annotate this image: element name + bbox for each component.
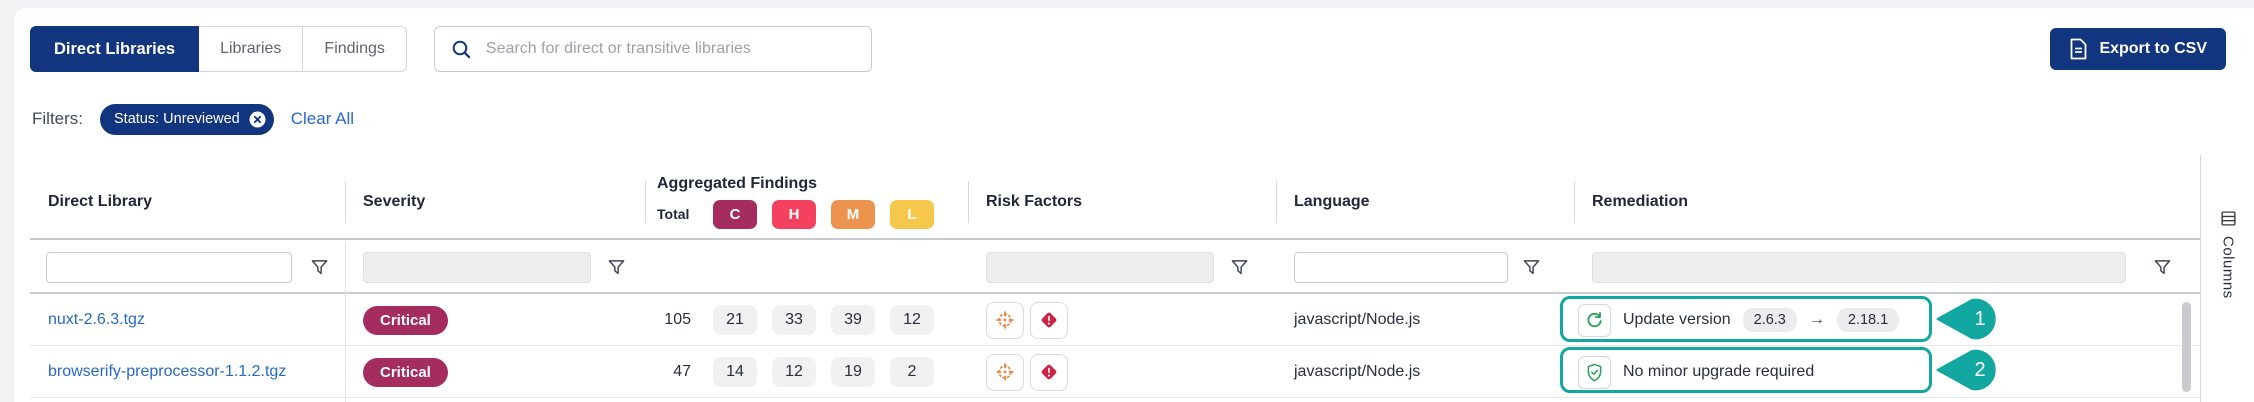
language-value: javascript/Node.js — [1294, 311, 1421, 328]
remediation-label: Update version — [1623, 311, 1731, 328]
severity-pill-critical: Critical — [363, 357, 448, 387]
critical-count: 14 — [713, 357, 757, 387]
aggregated-findings-title: Aggregated Findings — [657, 174, 817, 192]
header-separator — [645, 181, 646, 223]
library-search-box — [433, 26, 872, 72]
shield-check-icon — [1578, 355, 1611, 389]
table-row-browserify: browserify-preprocessor-1.1.2.tgz Critic… — [30, 346, 2200, 398]
view-tabs: Direct Libraries Libraries Findings — [30, 26, 407, 72]
medium-count: 39 — [831, 305, 875, 335]
filter-funnel-icon[interactable] — [1230, 258, 1249, 277]
page-card — [14, 8, 2254, 402]
table-filter-row — [30, 240, 2200, 294]
filter-input-severity — [363, 251, 591, 283]
total-findings: 105 — [664, 311, 691, 328]
search-input[interactable] — [485, 40, 855, 58]
toolbar: Direct Libraries Libraries Findings Expo… — [30, 26, 2226, 72]
annotation-marker-2: 2 — [1936, 348, 2000, 392]
pinned-column-separator — [345, 242, 346, 402]
filter-input-direct-library[interactable] — [46, 251, 292, 283]
high-count: 12 — [772, 357, 816, 387]
filter-chip-label: Status: Unreviewed — [114, 111, 240, 127]
export-button-label: Export to CSV — [2099, 40, 2207, 57]
remediation-label: No minor upgrade required — [1623, 363, 1815, 380]
filter-input-remediation — [1592, 251, 2126, 283]
side-panel-divider — [2200, 155, 2201, 402]
risk-factor-target-icon — [986, 301, 1024, 339]
clear-all-filters-link[interactable]: Clear All — [290, 109, 355, 128]
search-icon — [451, 39, 472, 60]
filter-funnel-icon[interactable] — [607, 258, 626, 277]
medium-count: 19 — [831, 357, 875, 387]
remove-filter-icon[interactable] — [249, 111, 266, 128]
column-header-language[interactable]: Language — [1294, 192, 1370, 210]
severity-badge-medium: M — [831, 199, 875, 229]
filter-funnel-icon[interactable] — [1522, 258, 1541, 277]
header-separator — [968, 181, 969, 223]
risk-factor-target-icon — [986, 353, 1024, 391]
update-version-icon — [1578, 303, 1611, 337]
columns-panel-tab[interactable]: Columns — [2204, 210, 2252, 299]
column-header-severity[interactable]: Severity — [363, 192, 426, 210]
filter-funnel-icon[interactable] — [310, 258, 329, 277]
current-version-chip: 2.6.3 — [1742, 308, 1797, 332]
critical-count: 21 — [713, 305, 757, 335]
tab-libraries[interactable]: Libraries — [199, 26, 304, 72]
libraries-table: Direct Library Severity Aggregated Findi… — [30, 163, 2200, 402]
table-row-nuxt: nuxt-2.6.3.tgz Critical 105 21 33 39 12 — [30, 294, 2200, 346]
filter-chip-status-unreviewed[interactable]: Status: Unreviewed — [100, 103, 274, 135]
arrow-right-icon: → — [1808, 311, 1825, 328]
filter-funnel-icon[interactable] — [2153, 258, 2172, 277]
filters-row: Filters: Status: Unreviewed Clear All — [32, 103, 354, 135]
high-count: 33 — [772, 305, 816, 335]
library-link[interactable]: nuxt-2.6.3.tgz — [48, 311, 145, 328]
severity-badge-low: L — [890, 199, 934, 229]
annotation-number: 2 — [1974, 358, 1986, 381]
header-separator — [1574, 181, 1575, 223]
annotation-marker-1: 1 — [1936, 297, 2000, 341]
annotation-number: 1 — [1974, 307, 1986, 330]
low-count: 12 — [890, 305, 934, 335]
column-header-direct-library[interactable]: Direct Library — [48, 192, 153, 210]
filter-input-risk-factors — [986, 251, 1214, 283]
severity-pill-critical: Critical — [363, 305, 448, 335]
table-header-row: Direct Library Severity Aggregated Findi… — [30, 163, 2200, 240]
severity-badge-critical: C — [713, 199, 757, 229]
export-to-csv-button[interactable]: Export to CSV — [2050, 28, 2226, 70]
risk-factor-exploit-diamond-icon — [1030, 301, 1068, 339]
low-count: 2 — [890, 357, 934, 387]
risk-factor-exploit-diamond-icon — [1030, 353, 1068, 391]
severity-badge-high: H — [772, 199, 816, 229]
tab-findings[interactable]: Findings — [303, 26, 407, 72]
library-link[interactable]: browserify-preprocessor-1.1.2.tgz — [48, 363, 287, 380]
vertical-scrollbar-thumb[interactable] — [2182, 302, 2191, 392]
total-findings: 47 — [673, 363, 691, 380]
header-separator — [345, 181, 346, 223]
tab-direct-libraries[interactable]: Direct Libraries — [30, 26, 200, 72]
language-value: javascript/Node.js — [1294, 363, 1421, 380]
filter-input-language[interactable] — [1294, 251, 1508, 283]
filters-label: Filters: — [32, 109, 83, 128]
column-header-remediation[interactable]: Remediation — [1592, 192, 1689, 210]
column-header-aggregated-findings[interactable]: Aggregated Findings Total C H M L — [645, 163, 968, 240]
columns-icon — [2220, 210, 2237, 227]
total-label: Total — [657, 206, 690, 222]
document-icon — [2069, 38, 2088, 60]
target-version-chip: 2.18.1 — [1836, 308, 1900, 332]
column-header-risk-factors[interactable]: Risk Factors — [986, 192, 1083, 210]
header-separator — [1276, 181, 1277, 223]
columns-tab-label: Columns — [2219, 236, 2237, 299]
